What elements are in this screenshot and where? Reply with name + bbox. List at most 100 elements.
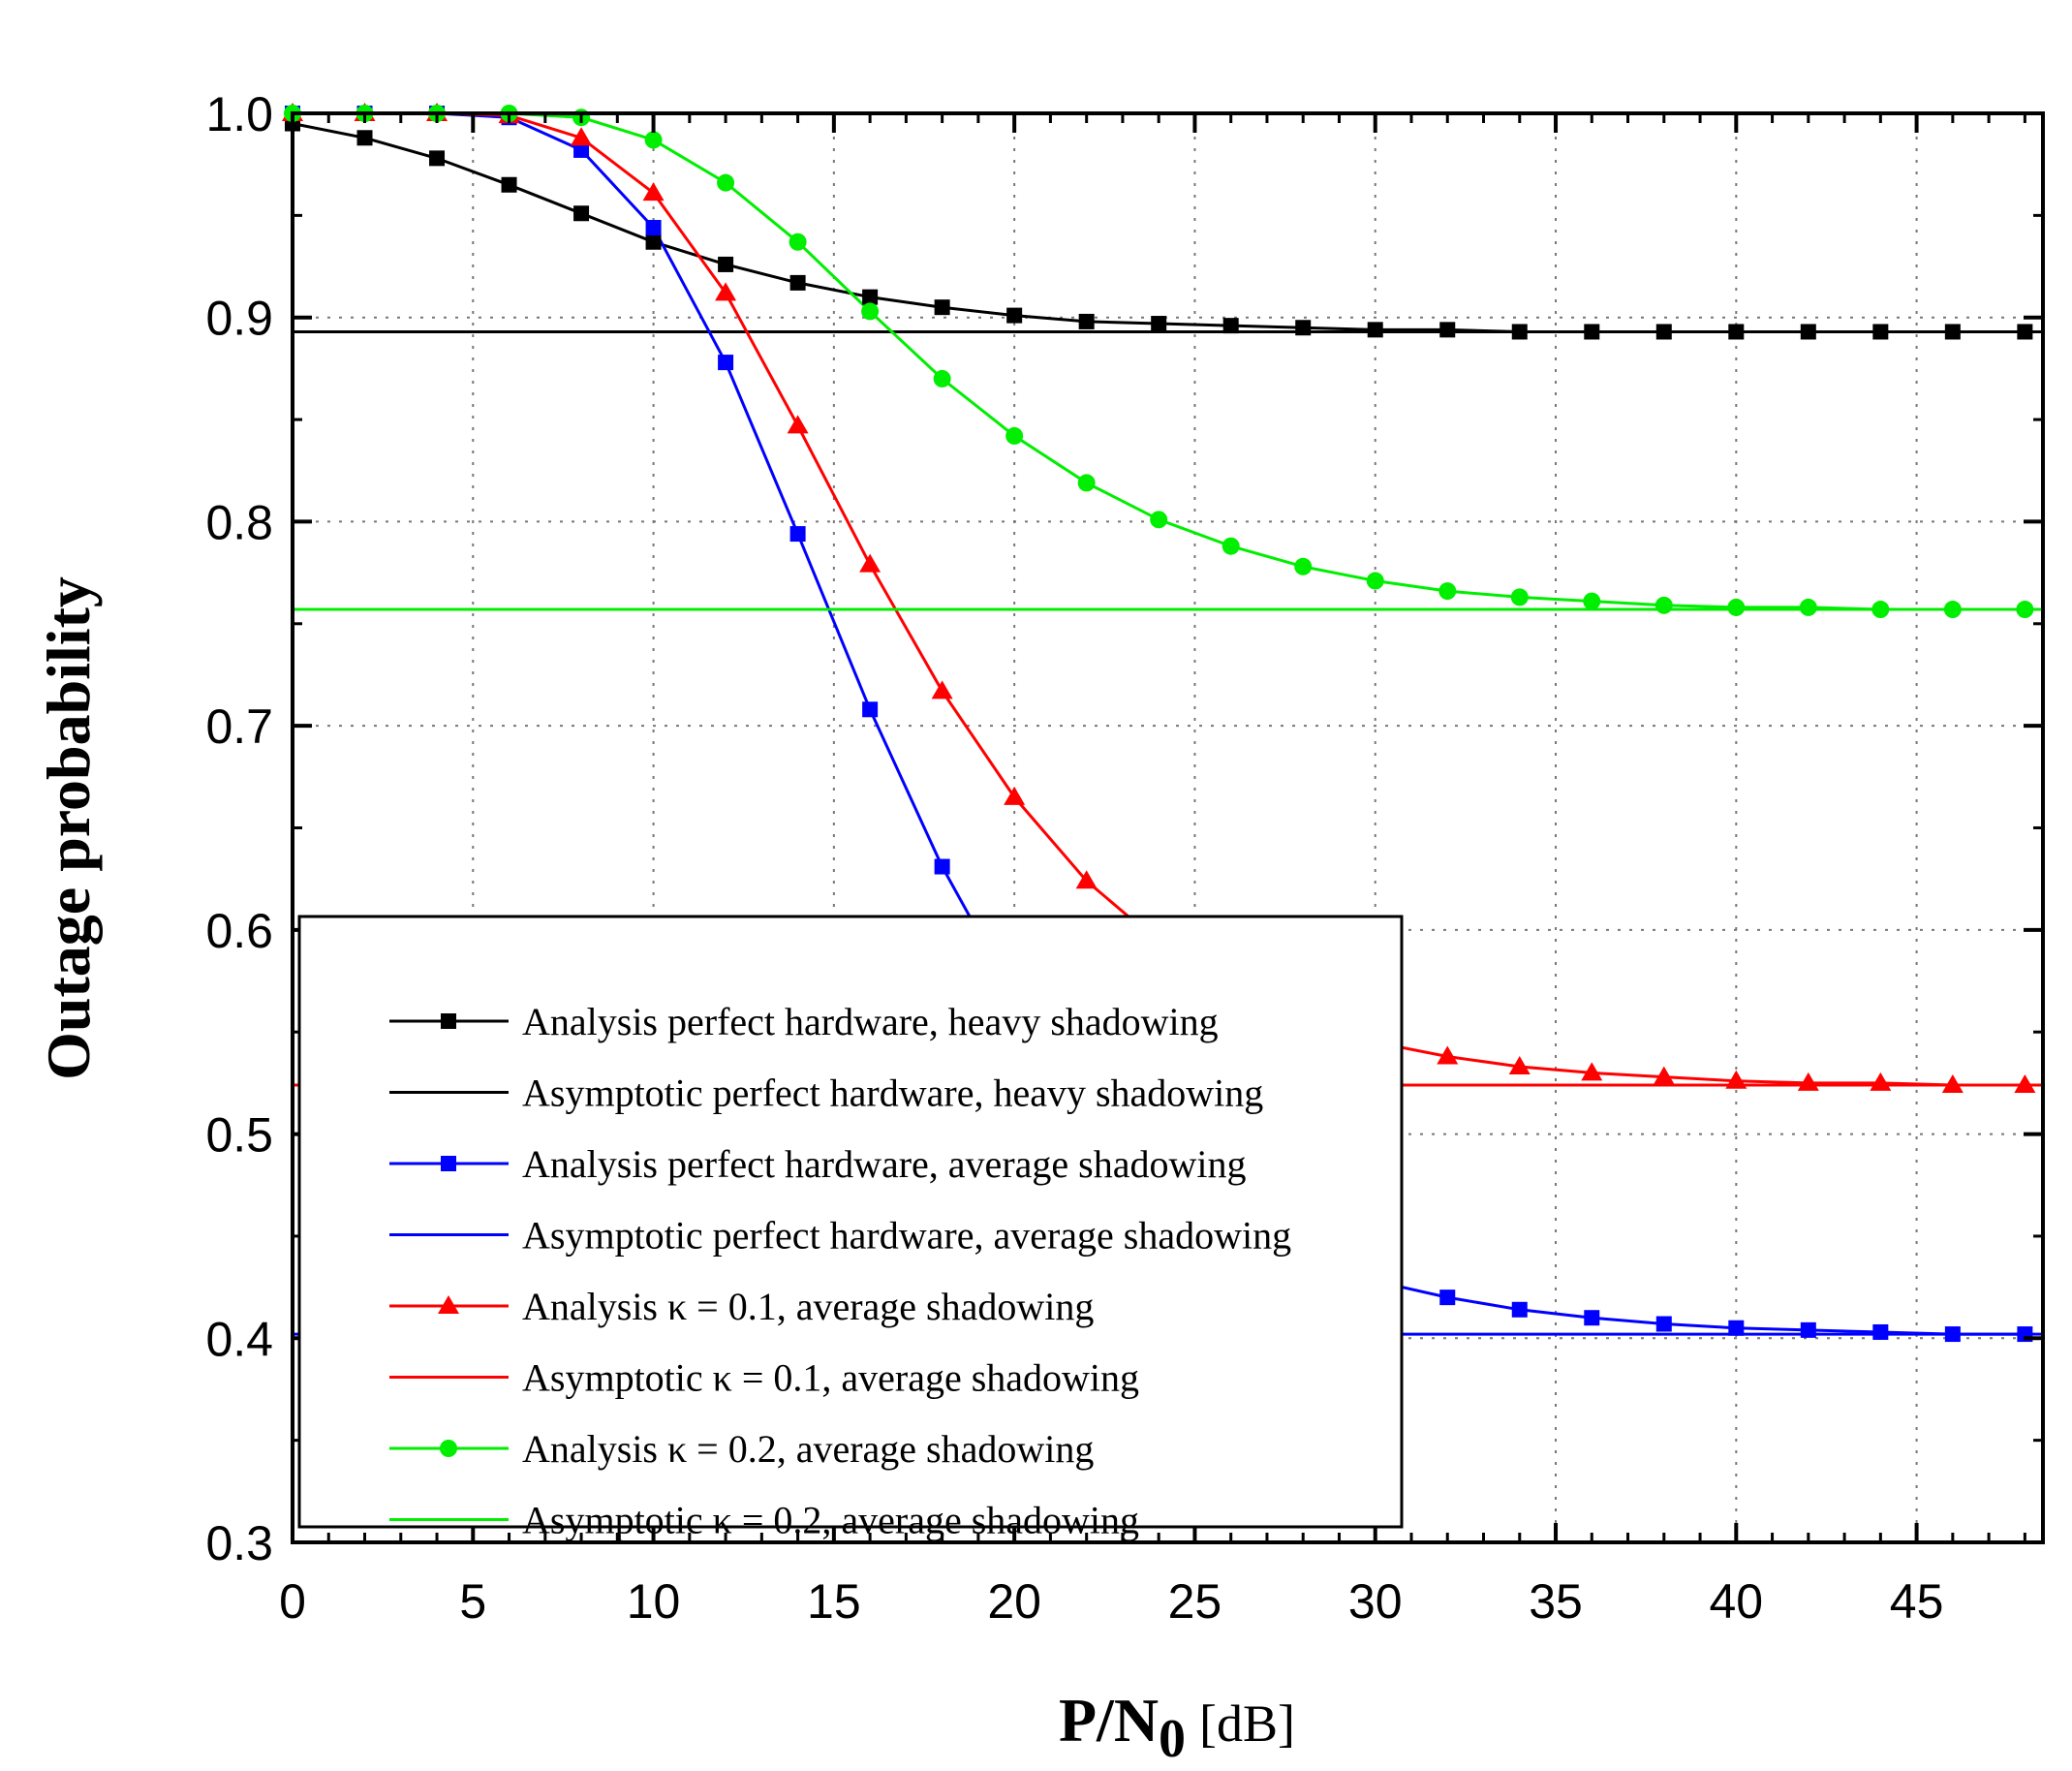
data-point bbox=[1367, 322, 1383, 338]
x-axis-title-subscript: 0 bbox=[1159, 1709, 1186, 1769]
data-point bbox=[1725, 1070, 1747, 1089]
data-point bbox=[645, 233, 662, 250]
data-point bbox=[1583, 592, 1601, 610]
data-point bbox=[1511, 324, 1528, 340]
y-tick-label: 0.8 bbox=[205, 495, 273, 549]
data-point bbox=[356, 130, 373, 146]
x-axis-title-main: P/N bbox=[1059, 1686, 1159, 1755]
data-point bbox=[1581, 1062, 1603, 1081]
data-point bbox=[1511, 1301, 1528, 1318]
data-point bbox=[1655, 1316, 1672, 1332]
y-tick-label: 0.4 bbox=[205, 1312, 273, 1366]
axis-ticks bbox=[291, 111, 2043, 1544]
y-tick-label: 0.5 bbox=[205, 1108, 273, 1163]
data-point bbox=[1004, 786, 1026, 805]
data-point bbox=[642, 182, 665, 202]
x-tick-label: 45 bbox=[1890, 1574, 1944, 1629]
data-point bbox=[1941, 1074, 1964, 1093]
data-point bbox=[1800, 1321, 1816, 1338]
data-point bbox=[1077, 474, 1096, 492]
data-point bbox=[1366, 572, 1384, 590]
data-point bbox=[859, 553, 881, 573]
data-point bbox=[715, 282, 737, 301]
legend-marker bbox=[441, 1013, 456, 1029]
data-point bbox=[573, 141, 590, 158]
legend-items: Analysis perfect hardware, heavy shadowi… bbox=[389, 1000, 1291, 1542]
legend-marker bbox=[441, 1156, 456, 1171]
data-point bbox=[1655, 324, 1672, 340]
data-point bbox=[1222, 537, 1240, 555]
data-point bbox=[718, 355, 734, 371]
data-point bbox=[645, 220, 662, 235]
x-tick-label: 15 bbox=[807, 1574, 861, 1629]
data-point bbox=[717, 173, 735, 192]
data-point bbox=[1800, 324, 1816, 340]
data-point bbox=[1508, 1056, 1531, 1075]
data-point bbox=[1728, 324, 1745, 340]
data-point bbox=[1872, 324, 1889, 340]
data-point bbox=[931, 680, 953, 699]
x-tick-label: 25 bbox=[1168, 1574, 1222, 1629]
data-point bbox=[501, 176, 517, 193]
data-point bbox=[718, 256, 734, 272]
data-point bbox=[2016, 601, 2034, 619]
data-point bbox=[1653, 1066, 1675, 1085]
data-point bbox=[1150, 511, 1168, 529]
y-axis-title: Outage probability bbox=[34, 576, 103, 1080]
legend-label: Analysis perfect hardware, heavy shadowi… bbox=[522, 1000, 1219, 1043]
legend-label: Asymptotic perfect hardware, average sha… bbox=[522, 1214, 1291, 1258]
data-point bbox=[573, 205, 590, 222]
data-point bbox=[789, 274, 806, 291]
y-tick-label: 1.0 bbox=[205, 87, 273, 141]
data-point bbox=[1151, 316, 1167, 332]
legend-label: Asymptotic κ = 0.2, average shadowing bbox=[522, 1499, 1139, 1542]
data-point bbox=[2017, 324, 2033, 340]
y-tick-label: 0.9 bbox=[205, 292, 273, 346]
data-point bbox=[1439, 322, 1456, 338]
x-tick-label: 40 bbox=[1709, 1574, 1763, 1629]
data-point bbox=[1943, 601, 1962, 619]
legend-label: Analysis κ = 0.2, average shadowing bbox=[522, 1427, 1094, 1471]
legend: Analysis perfect hardware, heavy shadowi… bbox=[297, 915, 1404, 1542]
data-point bbox=[1437, 1045, 1459, 1065]
x-tick-labels: 0 5 10 15 20 25 30 35 40 45 bbox=[279, 1574, 1943, 1629]
data-point bbox=[1727, 598, 1746, 616]
data-point bbox=[1438, 582, 1457, 601]
data-point bbox=[1655, 596, 1673, 614]
data-point bbox=[861, 302, 880, 321]
data-point bbox=[571, 127, 593, 146]
x-tick-label: 35 bbox=[1529, 1574, 1583, 1629]
data-point bbox=[429, 150, 446, 167]
data-point bbox=[2014, 1074, 2036, 1093]
data-point bbox=[1295, 320, 1312, 336]
y-tick-label: 0.3 bbox=[205, 1516, 273, 1570]
y-tick-label: 0.6 bbox=[205, 904, 273, 958]
y-tick-labels: 0.3 0.4 0.5 0.6 0.7 0.8 0.9 1.0 bbox=[205, 87, 273, 1570]
data-point bbox=[789, 233, 807, 251]
data-point bbox=[1510, 588, 1529, 606]
data-point bbox=[1944, 1326, 1961, 1343]
legend-marker bbox=[440, 1440, 457, 1457]
legend-label: Asymptotic perfect hardware, heavy shado… bbox=[522, 1072, 1263, 1115]
data-point bbox=[1728, 1320, 1745, 1336]
data-point bbox=[1584, 324, 1600, 340]
data-point bbox=[1006, 307, 1023, 324]
data-point bbox=[1078, 313, 1095, 329]
legend-box bbox=[297, 915, 1404, 1529]
legend-marker bbox=[438, 1295, 459, 1314]
data-point bbox=[1584, 1310, 1600, 1326]
x-axis-title: P/N0 [dB] bbox=[1059, 1686, 1295, 1769]
data-point bbox=[1872, 1323, 1889, 1340]
data-point bbox=[1439, 1289, 1456, 1306]
data-point bbox=[787, 415, 809, 434]
data-point bbox=[862, 289, 879, 305]
data-point bbox=[934, 858, 950, 875]
data-point bbox=[934, 299, 950, 316]
data-point bbox=[862, 701, 879, 718]
data-point bbox=[1871, 601, 1890, 619]
legend-label: Analysis κ = 0.1, average shadowing bbox=[522, 1285, 1094, 1328]
data-point bbox=[1222, 318, 1239, 334]
x-axis-title-unit: [dB] bbox=[1199, 1694, 1295, 1753]
data-point bbox=[644, 131, 663, 149]
